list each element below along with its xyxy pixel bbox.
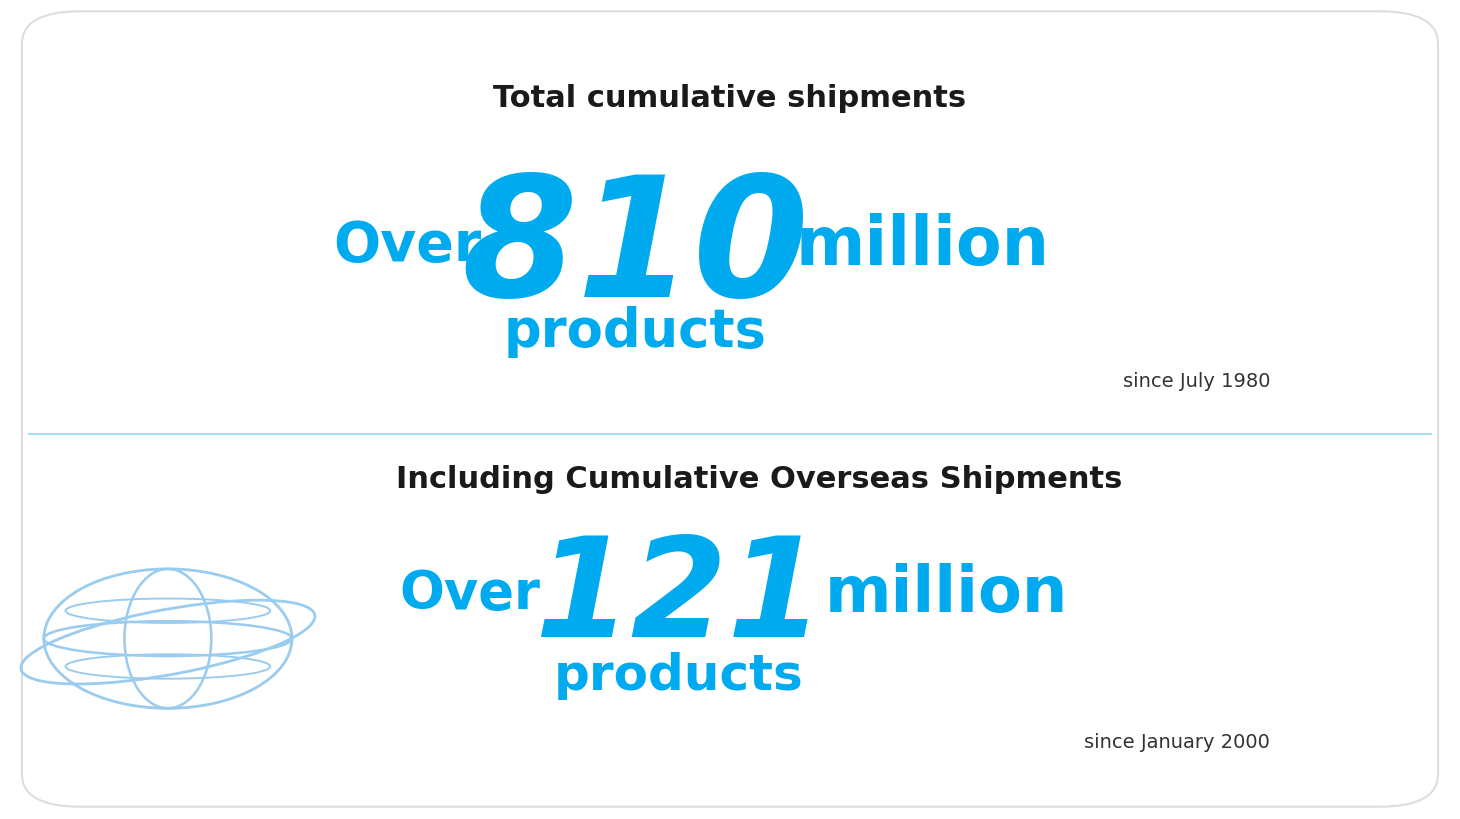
Text: 810: 810 — [461, 169, 809, 331]
Text: Over: Over — [400, 568, 540, 620]
Text: million: million — [825, 563, 1069, 625]
Text: Total cumulative shipments: Total cumulative shipments — [493, 84, 967, 113]
Text: 121: 121 — [534, 531, 823, 665]
Text: since January 2000: since January 2000 — [1085, 731, 1270, 751]
FancyBboxPatch shape — [22, 12, 1438, 807]
Text: since July 1980: since July 1980 — [1123, 371, 1270, 391]
Text: products: products — [553, 652, 804, 699]
Text: Over: Over — [333, 219, 482, 273]
Text: Including Cumulative Overseas Shipments: Including Cumulative Overseas Shipments — [396, 464, 1123, 494]
Text: million: million — [796, 213, 1050, 278]
Text: products: products — [504, 305, 766, 358]
